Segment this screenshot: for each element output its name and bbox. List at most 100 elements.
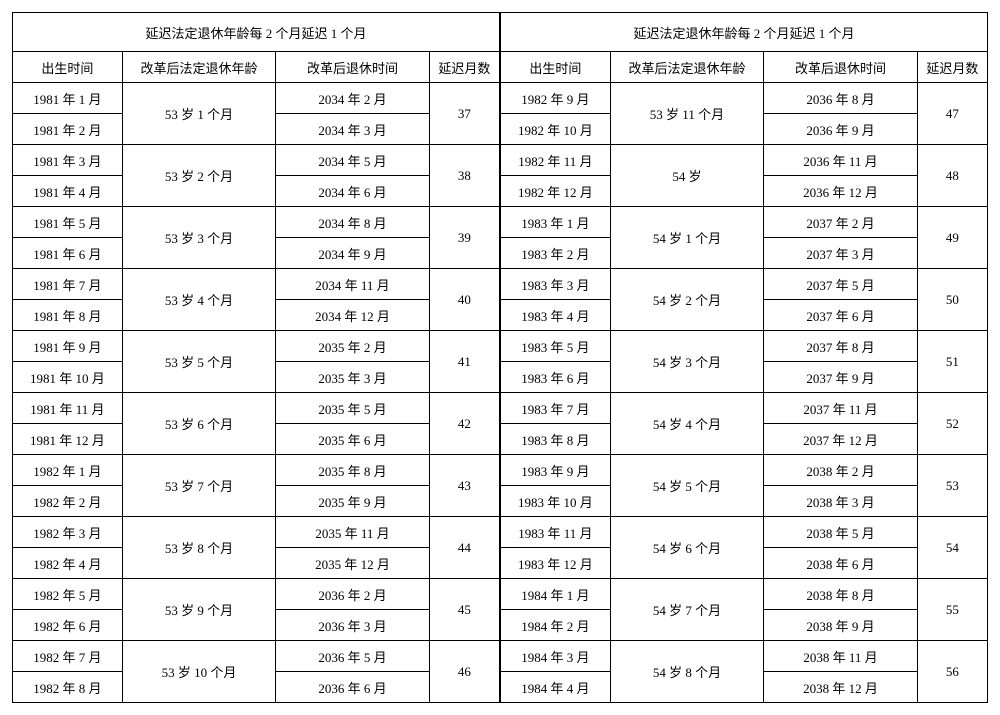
retire-cell: 2038 年 12 月 <box>764 672 918 703</box>
age-cell: 54 岁 5 个月 <box>610 455 764 517</box>
birth-cell: 1983 年 4 月 <box>501 300 611 331</box>
table-row: 1981 年 1 月53 岁 1 个月2034 年 2 月37 <box>13 83 500 114</box>
delay-cell: 51 <box>917 331 987 393</box>
delay-cell: 53 <box>917 455 987 517</box>
retire-cell: 2038 年 3 月 <box>764 486 918 517</box>
col-birth: 出生时间 <box>13 52 123 83</box>
retire-cell: 2034 年 6 月 <box>276 176 430 207</box>
table-row: 1982 年 1 月53 岁 7 个月2035 年 8 月43 <box>13 455 500 486</box>
age-cell: 54 岁 4 个月 <box>610 393 764 455</box>
table-row: 1983 年 7 月54 岁 4 个月2037 年 11 月52 <box>501 393 988 424</box>
birth-cell: 1983 年 11 月 <box>501 517 611 548</box>
table-row: 1983 年 11 月54 岁 6 个月2038 年 5 月54 <box>501 517 988 548</box>
delay-cell: 37 <box>429 83 499 145</box>
birth-cell: 1983 年 8 月 <box>501 424 611 455</box>
delay-cell: 42 <box>429 393 499 455</box>
delay-cell: 44 <box>429 517 499 579</box>
retire-cell: 2034 年 9 月 <box>276 238 430 269</box>
age-cell: 53 岁 7 个月 <box>122 455 276 517</box>
delay-cell: 40 <box>429 269 499 331</box>
retire-cell: 2035 年 12 月 <box>276 548 430 579</box>
birth-cell: 1981 年 7 月 <box>13 269 123 300</box>
birth-cell: 1982 年 11 月 <box>501 145 611 176</box>
birth-cell: 1981 年 4 月 <box>13 176 123 207</box>
age-cell: 53 岁 5 个月 <box>122 331 276 393</box>
table-row: 1983 年 5 月54 岁 3 个月2037 年 8 月51 <box>501 331 988 362</box>
birth-cell: 1982 年 10 月 <box>501 114 611 145</box>
retire-cell: 2037 年 5 月 <box>764 269 918 300</box>
table-row: 1982 年 7 月53 岁 10 个月2036 年 5 月46 <box>13 641 500 672</box>
table-row: 1981 年 9 月53 岁 5 个月2035 年 2 月41 <box>13 331 500 362</box>
col-age: 改革后法定退休年龄 <box>122 52 276 83</box>
header-row: 出生时间 改革后法定退休年龄 改革后退休时间 延迟月数 <box>13 52 500 83</box>
table-row: 1984 年 1 月54 岁 7 个月2038 年 8 月55 <box>501 579 988 610</box>
retire-cell: 2037 年 6 月 <box>764 300 918 331</box>
age-cell: 53 岁 9 个月 <box>122 579 276 641</box>
birth-cell: 1983 年 5 月 <box>501 331 611 362</box>
birth-cell: 1984 年 3 月 <box>501 641 611 672</box>
col-retire: 改革后退休时间 <box>276 52 430 83</box>
delay-cell: 45 <box>429 579 499 641</box>
table-title: 延迟法定退休年龄每 2 个月延迟 1 个月 <box>13 13 500 52</box>
table-row: 1982 年 9 月53 岁 11 个月2036 年 8 月47 <box>501 83 988 114</box>
age-cell: 54 岁 3 个月 <box>610 331 764 393</box>
retire-cell: 2035 年 8 月 <box>276 455 430 486</box>
birth-cell: 1984 年 4 月 <box>501 672 611 703</box>
retire-cell: 2038 年 8 月 <box>764 579 918 610</box>
birth-cell: 1981 年 1 月 <box>13 83 123 114</box>
delay-cell: 43 <box>429 455 499 517</box>
birth-cell: 1981 年 8 月 <box>13 300 123 331</box>
retire-cell: 2036 年 11 月 <box>764 145 918 176</box>
retire-cell: 2036 年 9 月 <box>764 114 918 145</box>
table-row: 1981 年 3 月53 岁 2 个月2034 年 5 月38 <box>13 145 500 176</box>
delay-cell: 49 <box>917 207 987 269</box>
retire-cell: 2038 年 5 月 <box>764 517 918 548</box>
delay-cell: 50 <box>917 269 987 331</box>
retire-cell: 2036 年 2 月 <box>276 579 430 610</box>
retire-cell: 2037 年 11 月 <box>764 393 918 424</box>
age-cell: 53 岁 3 个月 <box>122 207 276 269</box>
age-cell: 54 岁 7 个月 <box>610 579 764 641</box>
retire-cell: 2034 年 2 月 <box>276 83 430 114</box>
birth-cell: 1984 年 2 月 <box>501 610 611 641</box>
age-cell: 54 岁 8 个月 <box>610 641 764 703</box>
birth-cell: 1981 年 9 月 <box>13 331 123 362</box>
retire-cell: 2037 年 9 月 <box>764 362 918 393</box>
retire-cell: 2036 年 8 月 <box>764 83 918 114</box>
birth-cell: 1983 年 3 月 <box>501 269 611 300</box>
table-row: 1984 年 3 月54 岁 8 个月2038 年 11 月56 <box>501 641 988 672</box>
delay-cell: 41 <box>429 331 499 393</box>
col-retire: 改革后退休时间 <box>764 52 918 83</box>
birth-cell: 1981 年 3 月 <box>13 145 123 176</box>
birth-cell: 1981 年 6 月 <box>13 238 123 269</box>
table-title: 延迟法定退休年龄每 2 个月延迟 1 个月 <box>501 13 988 52</box>
table-row: 1981 年 5 月53 岁 3 个月2034 年 8 月39 <box>13 207 500 238</box>
birth-cell: 1982 年 7 月 <box>13 641 123 672</box>
col-age: 改革后法定退休年龄 <box>610 52 764 83</box>
birth-cell: 1982 年 4 月 <box>13 548 123 579</box>
birth-cell: 1982 年 8 月 <box>13 672 123 703</box>
table-row: 1983 年 3 月54 岁 2 个月2037 年 5 月50 <box>501 269 988 300</box>
retire-cell: 2035 年 11 月 <box>276 517 430 548</box>
retire-cell: 2038 年 11 月 <box>764 641 918 672</box>
retire-cell: 2037 年 8 月 <box>764 331 918 362</box>
delay-cell: 47 <box>917 83 987 145</box>
birth-cell: 1983 年 1 月 <box>501 207 611 238</box>
retire-cell: 2037 年 12 月 <box>764 424 918 455</box>
age-cell: 54 岁 2 个月 <box>610 269 764 331</box>
birth-cell: 1981 年 12 月 <box>13 424 123 455</box>
table-row: 1983 年 1 月54 岁 1 个月2037 年 2 月49 <box>501 207 988 238</box>
retire-cell: 2034 年 3 月 <box>276 114 430 145</box>
age-cell: 54 岁 1 个月 <box>610 207 764 269</box>
birth-cell: 1982 年 5 月 <box>13 579 123 610</box>
col-birth: 出生时间 <box>501 52 611 83</box>
delay-cell: 48 <box>917 145 987 207</box>
table-row: 1983 年 9 月54 岁 5 个月2038 年 2 月53 <box>501 455 988 486</box>
birth-cell: 1982 年 12 月 <box>501 176 611 207</box>
retire-cell: 2037 年 2 月 <box>764 207 918 238</box>
col-delay: 延迟月数 <box>917 52 987 83</box>
retire-cell: 2036 年 5 月 <box>276 641 430 672</box>
age-cell: 53 岁 10 个月 <box>122 641 276 703</box>
birth-cell: 1981 年 2 月 <box>13 114 123 145</box>
birth-cell: 1982 年 2 月 <box>13 486 123 517</box>
